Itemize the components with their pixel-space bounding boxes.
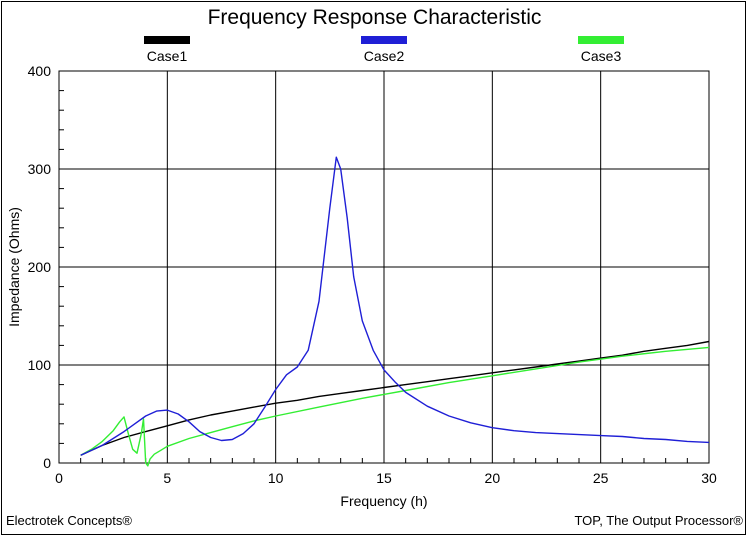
footer-right-credit: TOP, The Output Processor® (574, 513, 743, 528)
y-tick-label: 0 (43, 455, 51, 471)
x-tick-label: 25 (593, 470, 609, 486)
y-axis-label: Impedance (Ohms) (6, 207, 22, 327)
x-tick-label: 0 (55, 470, 63, 486)
footer-left-credit: Electrotek Concepts® (6, 513, 132, 528)
legend-swatch-case1 (144, 36, 190, 44)
legend-item-case1: Case1 (122, 36, 212, 64)
x-axis-label: Frequency (h) (340, 493, 427, 509)
x-tick-label: 30 (701, 470, 717, 486)
legend-label-case2: Case2 (363, 48, 405, 64)
y-tick-label: 300 (28, 161, 52, 177)
legend-swatch-case3 (578, 36, 624, 44)
legend-swatch-case2 (361, 36, 407, 44)
series-line-case3 (80, 346, 710, 467)
legend-label-case3: Case3 (580, 48, 622, 64)
series-line-case1 (80, 340, 710, 456)
x-tick-label: 5 (163, 470, 171, 486)
x-tick-label: 10 (268, 470, 284, 486)
legend-item-case2: Case2 (339, 36, 429, 64)
y-tick-label: 200 (28, 259, 52, 275)
legend-label-case1: Case1 (146, 48, 188, 64)
x-tick-label: 20 (485, 470, 501, 486)
y-tick-label: 100 (28, 357, 52, 373)
chart-title: Frequency Response Characteristic (207, 6, 542, 29)
y-tick-label: 400 (28, 63, 52, 79)
series-line-case2 (80, 156, 710, 456)
legend-item-case3: Case3 (556, 36, 646, 64)
x-tick-label: 15 (376, 470, 392, 486)
